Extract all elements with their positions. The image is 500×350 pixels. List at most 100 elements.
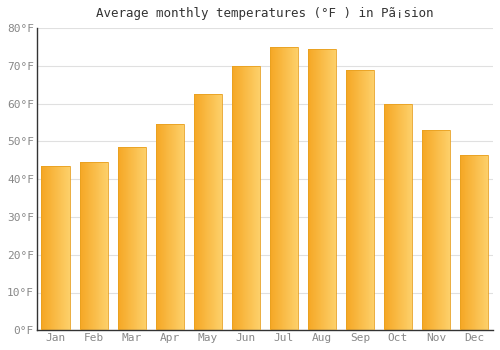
Bar bbox=[294, 47, 295, 330]
Bar bbox=[399, 104, 400, 330]
Bar bbox=[206, 94, 207, 330]
Bar bbox=[61, 166, 62, 330]
Bar bbox=[120, 147, 121, 330]
Bar bbox=[255, 66, 256, 330]
Bar bbox=[460, 155, 461, 330]
Bar bbox=[178, 124, 179, 330]
Bar bbox=[358, 70, 359, 330]
Bar bbox=[200, 94, 201, 330]
Bar bbox=[449, 130, 450, 330]
Bar bbox=[166, 124, 167, 330]
Bar bbox=[357, 70, 358, 330]
Bar bbox=[308, 49, 309, 330]
Bar bbox=[158, 124, 159, 330]
Bar bbox=[242, 66, 243, 330]
Bar bbox=[194, 94, 195, 330]
Bar bbox=[272, 47, 273, 330]
Bar bbox=[159, 124, 160, 330]
Bar bbox=[65, 166, 66, 330]
Bar bbox=[361, 70, 362, 330]
Bar bbox=[326, 49, 327, 330]
Bar bbox=[431, 130, 432, 330]
Bar bbox=[471, 155, 472, 330]
Bar bbox=[333, 49, 334, 330]
Bar bbox=[460, 155, 488, 330]
Bar bbox=[142, 147, 143, 330]
Bar bbox=[140, 147, 141, 330]
Bar bbox=[162, 124, 163, 330]
Bar bbox=[60, 166, 61, 330]
Bar bbox=[62, 166, 63, 330]
Bar bbox=[286, 47, 287, 330]
Bar bbox=[322, 49, 323, 330]
Bar bbox=[209, 94, 210, 330]
Bar bbox=[292, 47, 293, 330]
Bar bbox=[396, 104, 397, 330]
Bar bbox=[356, 70, 357, 330]
Bar bbox=[387, 104, 388, 330]
Bar bbox=[88, 162, 89, 330]
Bar bbox=[139, 147, 140, 330]
Bar bbox=[442, 130, 443, 330]
Bar bbox=[54, 166, 55, 330]
Bar bbox=[432, 130, 433, 330]
Bar bbox=[171, 124, 172, 330]
Bar bbox=[165, 124, 166, 330]
Bar bbox=[275, 47, 276, 330]
Bar bbox=[278, 47, 279, 330]
Bar bbox=[469, 155, 470, 330]
Bar bbox=[65, 166, 66, 330]
Bar bbox=[353, 70, 354, 330]
Bar bbox=[485, 155, 486, 330]
Bar bbox=[347, 70, 348, 330]
Bar bbox=[94, 162, 95, 330]
Bar bbox=[141, 147, 142, 330]
Bar bbox=[214, 94, 215, 330]
Bar bbox=[407, 104, 408, 330]
Bar bbox=[282, 47, 283, 330]
Bar bbox=[443, 130, 444, 330]
Bar bbox=[350, 70, 351, 330]
Bar bbox=[366, 70, 367, 330]
Bar bbox=[433, 130, 434, 330]
Bar bbox=[329, 49, 330, 330]
Bar bbox=[130, 147, 131, 330]
Bar bbox=[359, 70, 360, 330]
Bar bbox=[210, 94, 211, 330]
Bar bbox=[245, 66, 246, 330]
Bar bbox=[57, 166, 58, 330]
Bar bbox=[397, 104, 398, 330]
Bar bbox=[284, 47, 285, 330]
Bar bbox=[476, 155, 477, 330]
Bar bbox=[252, 66, 253, 330]
Bar bbox=[367, 70, 368, 330]
Bar bbox=[481, 155, 482, 330]
Bar bbox=[316, 49, 317, 330]
Bar bbox=[283, 47, 284, 330]
Bar bbox=[403, 104, 404, 330]
Bar bbox=[279, 47, 280, 330]
Bar bbox=[81, 162, 82, 330]
Bar bbox=[253, 66, 254, 330]
Bar bbox=[132, 147, 134, 330]
Bar bbox=[429, 130, 430, 330]
Bar bbox=[160, 124, 161, 330]
Bar bbox=[42, 166, 43, 330]
Bar bbox=[327, 49, 328, 330]
Bar bbox=[330, 49, 331, 330]
Bar bbox=[194, 94, 222, 330]
Bar bbox=[56, 166, 57, 330]
Bar bbox=[486, 155, 487, 330]
Bar bbox=[271, 47, 272, 330]
Bar bbox=[55, 166, 56, 330]
Bar bbox=[411, 104, 412, 330]
Bar bbox=[51, 166, 52, 330]
Bar bbox=[464, 155, 465, 330]
Bar bbox=[391, 104, 392, 330]
Bar bbox=[310, 49, 311, 330]
Bar bbox=[446, 130, 447, 330]
Bar bbox=[404, 104, 405, 330]
Bar bbox=[241, 66, 242, 330]
Bar bbox=[483, 155, 484, 330]
Bar bbox=[98, 162, 99, 330]
